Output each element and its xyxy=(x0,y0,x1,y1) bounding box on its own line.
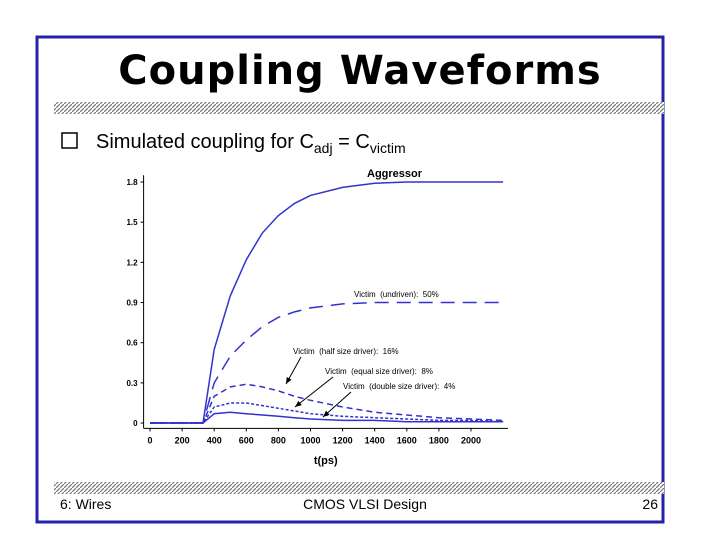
x-tick-label: 1000 xyxy=(300,435,320,445)
series-line xyxy=(150,181,504,424)
x-tick-label: 600 xyxy=(239,435,254,445)
y-tick-label: 0.6 xyxy=(126,339,138,348)
series-line xyxy=(150,411,504,424)
x-tick-label: 400 xyxy=(207,435,222,445)
series-label: Victim (half size driver): 16% xyxy=(293,347,399,356)
x-tick-label: 1200 xyxy=(333,435,353,445)
series-line xyxy=(150,301,504,424)
footer-right: 26 xyxy=(642,496,658,512)
bullet-box xyxy=(61,132,78,149)
series-label: Victim (undriven): 50% xyxy=(354,290,439,299)
title-bar xyxy=(54,102,664,114)
chart: 0 0.3 0.6 0.9 1.2 1.5 1.8 0 200 400 600 800 1000 1200… xyxy=(126,168,508,467)
bullet-text: Simulated coupling for Cadj = Cvictim xyxy=(96,131,406,156)
x-tick-label: 1800 xyxy=(429,435,449,445)
y-tick-label: 1.2 xyxy=(126,258,138,267)
bullet-sub: adj xyxy=(314,140,333,156)
footer-left: 6: Wires xyxy=(60,496,111,512)
y-tick-label: 1.8 xyxy=(126,178,138,187)
series-label: Victim (double size driver): 4% xyxy=(343,382,455,391)
slide-frame xyxy=(35,35,665,524)
x-tick-label: 800 xyxy=(271,435,286,445)
footer-bar xyxy=(54,482,664,494)
x-tick-label: 200 xyxy=(175,435,190,445)
x-tick-label: 2000 xyxy=(461,435,481,445)
x-tick-label: 0 xyxy=(148,435,153,445)
y-tick-label: 0.9 xyxy=(126,299,138,308)
bullet-main: Simulated coupling for C xyxy=(96,131,314,153)
slide-title: Coupling Waveforms xyxy=(118,48,601,94)
series-line xyxy=(150,402,504,424)
arrow-head xyxy=(286,377,292,384)
bullet-sub: victim xyxy=(370,140,406,156)
series-label: Victim (equal size driver): 8% xyxy=(325,367,433,376)
y-tick-label: 1.5 xyxy=(126,218,138,227)
annotation-arrow xyxy=(294,376,334,408)
arrow-head xyxy=(295,400,302,407)
x-axis-label: t(ps) xyxy=(314,455,338,467)
arrow-head xyxy=(323,410,330,417)
y-tick-label: 0.3 xyxy=(126,379,138,388)
x-tick-label: 1400 xyxy=(365,435,385,445)
bullet-mid: = C xyxy=(333,131,370,153)
x-tick-label: 1600 xyxy=(397,435,417,445)
y-tick-label: 0 xyxy=(133,419,138,428)
footer-center: CMOS VLSI Design xyxy=(303,496,427,512)
series-label: Aggressor xyxy=(367,168,423,180)
